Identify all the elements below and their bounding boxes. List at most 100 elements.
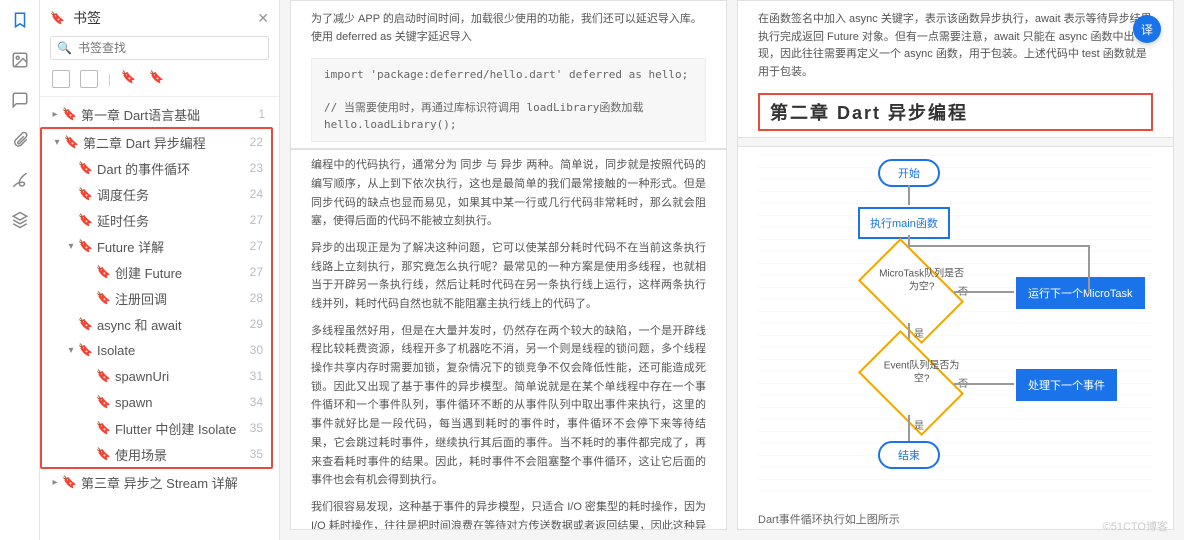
bookmark-item[interactable]: ▾🔖Isolate30 bbox=[42, 337, 271, 363]
bookmark-label: Dart 的事件循环 bbox=[97, 159, 241, 178]
bookmark-rail-icon[interactable] bbox=[10, 10, 30, 30]
page-number: 27 bbox=[241, 265, 263, 279]
page-number: 27 bbox=[241, 239, 263, 253]
fc-main: 执行main函数 bbox=[858, 207, 950, 239]
bookmark-icon: 🔖 bbox=[78, 317, 93, 331]
fc-diamond2: Event队列是否为空? bbox=[866, 353, 956, 413]
fc-diamond1: MicroTask队列是否为空? bbox=[866, 261, 956, 321]
paragraph: 我们很容易发现，这种基于事件的异步模型，只适合 I/O 密集型的耗时操作，因为 … bbox=[311, 498, 706, 530]
bookmark-label: 使用场景 bbox=[115, 445, 241, 464]
fc-microtask: 运行下一个MicroTask bbox=[1016, 277, 1145, 309]
bookmark-item[interactable]: 🔖 spawnUri31 bbox=[42, 363, 271, 389]
bookmark-icon: 🔖 bbox=[62, 107, 77, 121]
bookmark-item[interactable]: 🔖注册回调28 bbox=[42, 285, 271, 311]
code-line: import 'package:deferred/hello.dart' def… bbox=[324, 67, 693, 84]
bookmark-label: 延时任务 bbox=[97, 211, 241, 230]
add-bookmark2-button[interactable]: 🔖 bbox=[149, 70, 167, 88]
page-number: 29 bbox=[241, 317, 263, 331]
bookmark-item[interactable]: 🔖 spawn34 bbox=[42, 389, 271, 415]
paragraph: 编程中的代码执行，通常分为 同步 与 异步 两种。简单说，同步就是按照代码的编写… bbox=[311, 156, 706, 231]
watermark: ©51CTO博客 bbox=[1103, 518, 1168, 534]
bookmark-icon: 🔖 bbox=[96, 395, 111, 409]
page-number: 27 bbox=[241, 213, 263, 227]
bookmark-label: Future 详解 bbox=[97, 237, 241, 256]
image-rail-icon[interactable] bbox=[10, 50, 30, 70]
bookmark-icon: 🔖 bbox=[62, 475, 77, 489]
page-number: 1 bbox=[243, 107, 265, 121]
bookmark-item[interactable]: ▾🔖 第二章 Dart 异步编程22 bbox=[42, 129, 271, 155]
fc-start: 开始 bbox=[878, 159, 940, 187]
bookmark-icon: 🔖 bbox=[78, 161, 93, 175]
close-icon[interactable]: ✕ bbox=[257, 10, 269, 27]
page-number: 28 bbox=[241, 291, 263, 305]
page-number: 23 bbox=[241, 161, 263, 175]
bookmark-item[interactable]: 🔖 Dart 的事件循环23 bbox=[42, 155, 271, 181]
fc-yes: 是 bbox=[914, 417, 924, 432]
page-left-intro: 为了减少 APP 的启动时间时间，加载很少使用的功能，我们还可以延迟导入库。使用… bbox=[291, 1, 726, 52]
add-bookmark-button[interactable]: 🔖 bbox=[121, 70, 139, 88]
fc-end: 结束 bbox=[878, 441, 940, 469]
highlighted-chapter: ▾🔖第二章 Dart 异步编程22🔖Dart 的事件循环23🔖调度任务24🔖延时… bbox=[40, 127, 273, 469]
divider bbox=[40, 96, 279, 97]
search-input[interactable] bbox=[78, 41, 262, 55]
note-rail-icon[interactable] bbox=[10, 90, 30, 110]
page-number: 22 bbox=[241, 135, 263, 149]
code-line: hello.loadLibrary(); bbox=[324, 117, 693, 134]
page-right: 译 在函数签名中加入 async 关键字，表示该函数异步执行，await 表示等… bbox=[737, 0, 1174, 530]
draw-rail-icon[interactable] bbox=[10, 170, 30, 190]
bookmark-item[interactable]: 🔖 使用场景35 bbox=[42, 441, 271, 467]
toolbar-sep: | bbox=[108, 72, 111, 86]
page-number: 24 bbox=[241, 187, 263, 201]
bookmark-label: 第二章 Dart 异步编程 bbox=[83, 133, 241, 152]
translate-button[interactable]: 译 bbox=[1133, 15, 1161, 43]
bookmark-label: 调度任务 bbox=[97, 185, 241, 204]
bookmark-item[interactable]: ▾🔖Future 详解27 bbox=[42, 233, 271, 259]
page-left: 为了减少 APP 的启动时间时间，加载很少使用的功能，我们还可以延迟导入库。使用… bbox=[290, 0, 727, 530]
bookmark-label: Isolate bbox=[97, 343, 241, 358]
arrow-icon: ▾ bbox=[64, 345, 78, 356]
bookmark-label: spawn bbox=[115, 395, 241, 410]
sidebar-header: 🔖 书签 ✕ bbox=[40, 0, 279, 36]
bookmark-icon: 🔖 bbox=[78, 343, 93, 357]
fc-event: 处理下一个事件 bbox=[1016, 369, 1117, 401]
bookmark-tree[interactable]: ▸🔖第一章 Dart语言基础1▾🔖第二章 Dart 异步编程22🔖Dart 的事… bbox=[40, 101, 279, 540]
page-number: 34 bbox=[241, 395, 263, 409]
bookmark-icon: 🔖 bbox=[50, 11, 65, 25]
bookmark-item[interactable]: ▸🔖第三章 异步之 Stream 详解 bbox=[40, 469, 273, 495]
bookmark-label: Flutter 中创建 Isolate bbox=[115, 419, 241, 438]
bookmark-icon: 🔖 bbox=[96, 291, 111, 305]
collapse-all-button[interactable] bbox=[80, 70, 98, 88]
page-number: 31 bbox=[241, 369, 263, 383]
bookmark-item[interactable]: 🔖 async 和 await29 bbox=[42, 311, 271, 337]
bookmark-icon: 🔖 bbox=[96, 265, 111, 279]
sidebar-title: 书签 bbox=[73, 8, 101, 28]
bookmark-icon: 🔖 bbox=[64, 135, 79, 149]
bookmark-item[interactable]: 🔖调度任务24 bbox=[42, 181, 271, 207]
bookmark-search[interactable]: 🔍 bbox=[50, 36, 269, 60]
sidebar-toolbar: | 🔖 🔖 bbox=[40, 66, 279, 96]
page-number: 35 bbox=[241, 447, 263, 461]
page-right-intro: 在函数签名中加入 async 关键字，表示该函数异步执行，await 表示等待异… bbox=[738, 1, 1173, 87]
bookmark-label: async 和 await bbox=[97, 315, 241, 334]
page-number: 35 bbox=[241, 421, 263, 435]
bookmark-item[interactable]: 🔖延时任务27 bbox=[42, 207, 271, 233]
bookmark-icon: 🔖 bbox=[96, 447, 111, 461]
search-icon: 🔍 bbox=[57, 41, 72, 55]
attach-rail-icon[interactable] bbox=[10, 130, 30, 150]
arrow-icon: ▸ bbox=[48, 109, 62, 120]
bookmark-icon: 🔖 bbox=[96, 369, 111, 383]
bookmark-icon: 🔖 bbox=[78, 239, 93, 253]
bookmark-label: spawnUri bbox=[115, 369, 241, 384]
arrow-icon: ▾ bbox=[50, 137, 64, 148]
bookmark-item[interactable]: 🔖 创建 Future27 bbox=[42, 259, 271, 285]
bookmark-label: 创建 Future bbox=[115, 263, 241, 282]
layers-rail-icon[interactable] bbox=[10, 210, 30, 230]
bookmark-item[interactable]: 🔖Flutter 中创建 Isolate35 bbox=[42, 415, 271, 441]
bookmark-label: 第一章 Dart语言基础 bbox=[81, 105, 243, 124]
paragraph: 多线程虽然好用，但是在大量并发时，仍然存在两个较大的缺陷，一个是开辟线程比较耗费… bbox=[311, 322, 706, 490]
fc-yes: 是 bbox=[914, 325, 924, 340]
bookmark-sidebar: 🔖 书签 ✕ 🔍 | 🔖 🔖 ▸🔖第一章 Dart语言基础1▾🔖第二章 Dart… bbox=[40, 0, 280, 540]
bookmark-item[interactable]: ▸🔖 第一章 Dart语言基础1 bbox=[40, 101, 273, 127]
expand-all-button[interactable] bbox=[52, 70, 70, 88]
arrow-icon: ▸ bbox=[48, 477, 62, 488]
